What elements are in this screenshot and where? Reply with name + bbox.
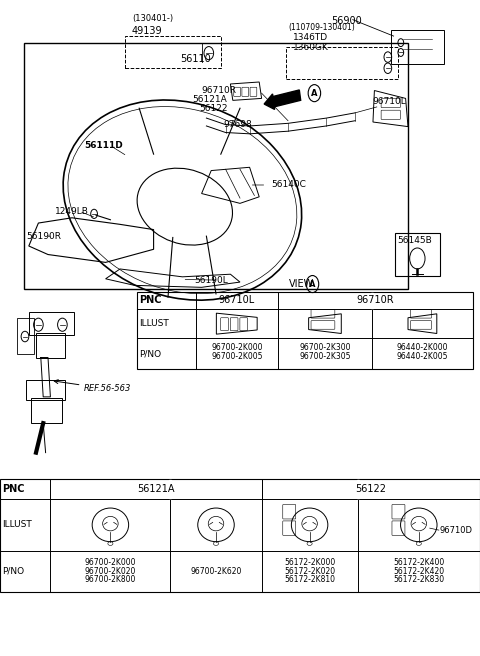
- Text: 96700-2K005: 96700-2K005: [211, 352, 263, 361]
- Text: 96710R: 96710R: [202, 86, 237, 95]
- Text: (130401-): (130401-): [132, 14, 173, 24]
- Text: 96700-2K800: 96700-2K800: [84, 575, 136, 584]
- Text: 96440-2K005: 96440-2K005: [396, 352, 448, 361]
- Text: 56121A: 56121A: [137, 483, 175, 494]
- FancyArrow shape: [264, 90, 300, 110]
- Polygon shape: [371, 293, 373, 308]
- Text: A: A: [311, 89, 318, 98]
- Text: 56140C: 56140C: [271, 180, 306, 190]
- Text: 96700-2K305: 96700-2K305: [299, 352, 351, 361]
- Text: 56172-2K000: 56172-2K000: [284, 558, 335, 567]
- Text: PNC: PNC: [2, 483, 24, 494]
- Text: 96700-2K300: 96700-2K300: [299, 343, 351, 352]
- Text: 56190R: 56190R: [26, 232, 61, 241]
- Text: 56172-2K830: 56172-2K830: [393, 575, 444, 584]
- Text: 56121A: 56121A: [192, 95, 227, 104]
- Text: 96440-2K000: 96440-2K000: [396, 343, 448, 352]
- Text: P/NO: P/NO: [2, 567, 24, 576]
- Text: 1249LB: 1249LB: [55, 207, 89, 216]
- Text: 97698: 97698: [223, 120, 252, 129]
- Text: 56110: 56110: [180, 54, 211, 64]
- Text: 96710D: 96710D: [440, 525, 473, 535]
- Text: 49139: 49139: [132, 26, 163, 36]
- Text: 96700-2K000: 96700-2K000: [84, 558, 136, 567]
- Text: A: A: [309, 279, 316, 289]
- Text: 96710L: 96710L: [218, 295, 255, 306]
- Text: 96710L: 96710L: [372, 97, 406, 106]
- Text: ILLUST: ILLUST: [139, 319, 169, 328]
- Text: 56190L: 56190L: [194, 276, 228, 285]
- Text: 56172-2K420: 56172-2K420: [393, 567, 444, 576]
- Text: 1360GK: 1360GK: [293, 43, 329, 52]
- Text: ILLUST: ILLUST: [2, 520, 32, 529]
- Text: 96700-2K000: 96700-2K000: [211, 343, 263, 352]
- Polygon shape: [357, 480, 359, 498]
- Text: REF.56-563: REF.56-563: [84, 384, 132, 393]
- Text: 56900: 56900: [331, 16, 362, 26]
- Polygon shape: [169, 480, 171, 498]
- Text: 56172-2K400: 56172-2K400: [393, 558, 444, 567]
- Text: 56145B: 56145B: [397, 236, 432, 245]
- Text: P/NO: P/NO: [139, 350, 161, 358]
- Text: VIEW: VIEW: [289, 279, 314, 289]
- Text: 56122: 56122: [199, 104, 228, 113]
- Text: 56172-2K810: 56172-2K810: [284, 575, 335, 584]
- Text: 56111D: 56111D: [84, 141, 123, 150]
- Text: 56122: 56122: [355, 483, 386, 494]
- Text: 96700-2K020: 96700-2K020: [84, 567, 136, 576]
- Text: 96700-2K620: 96700-2K620: [190, 567, 242, 576]
- Text: PNC: PNC: [139, 295, 162, 306]
- Text: (110709-130401): (110709-130401): [288, 23, 355, 32]
- Text: 1346TD: 1346TD: [293, 33, 328, 42]
- Text: 56172-2K020: 56172-2K020: [284, 567, 335, 576]
- Text: 96710R: 96710R: [357, 295, 394, 306]
